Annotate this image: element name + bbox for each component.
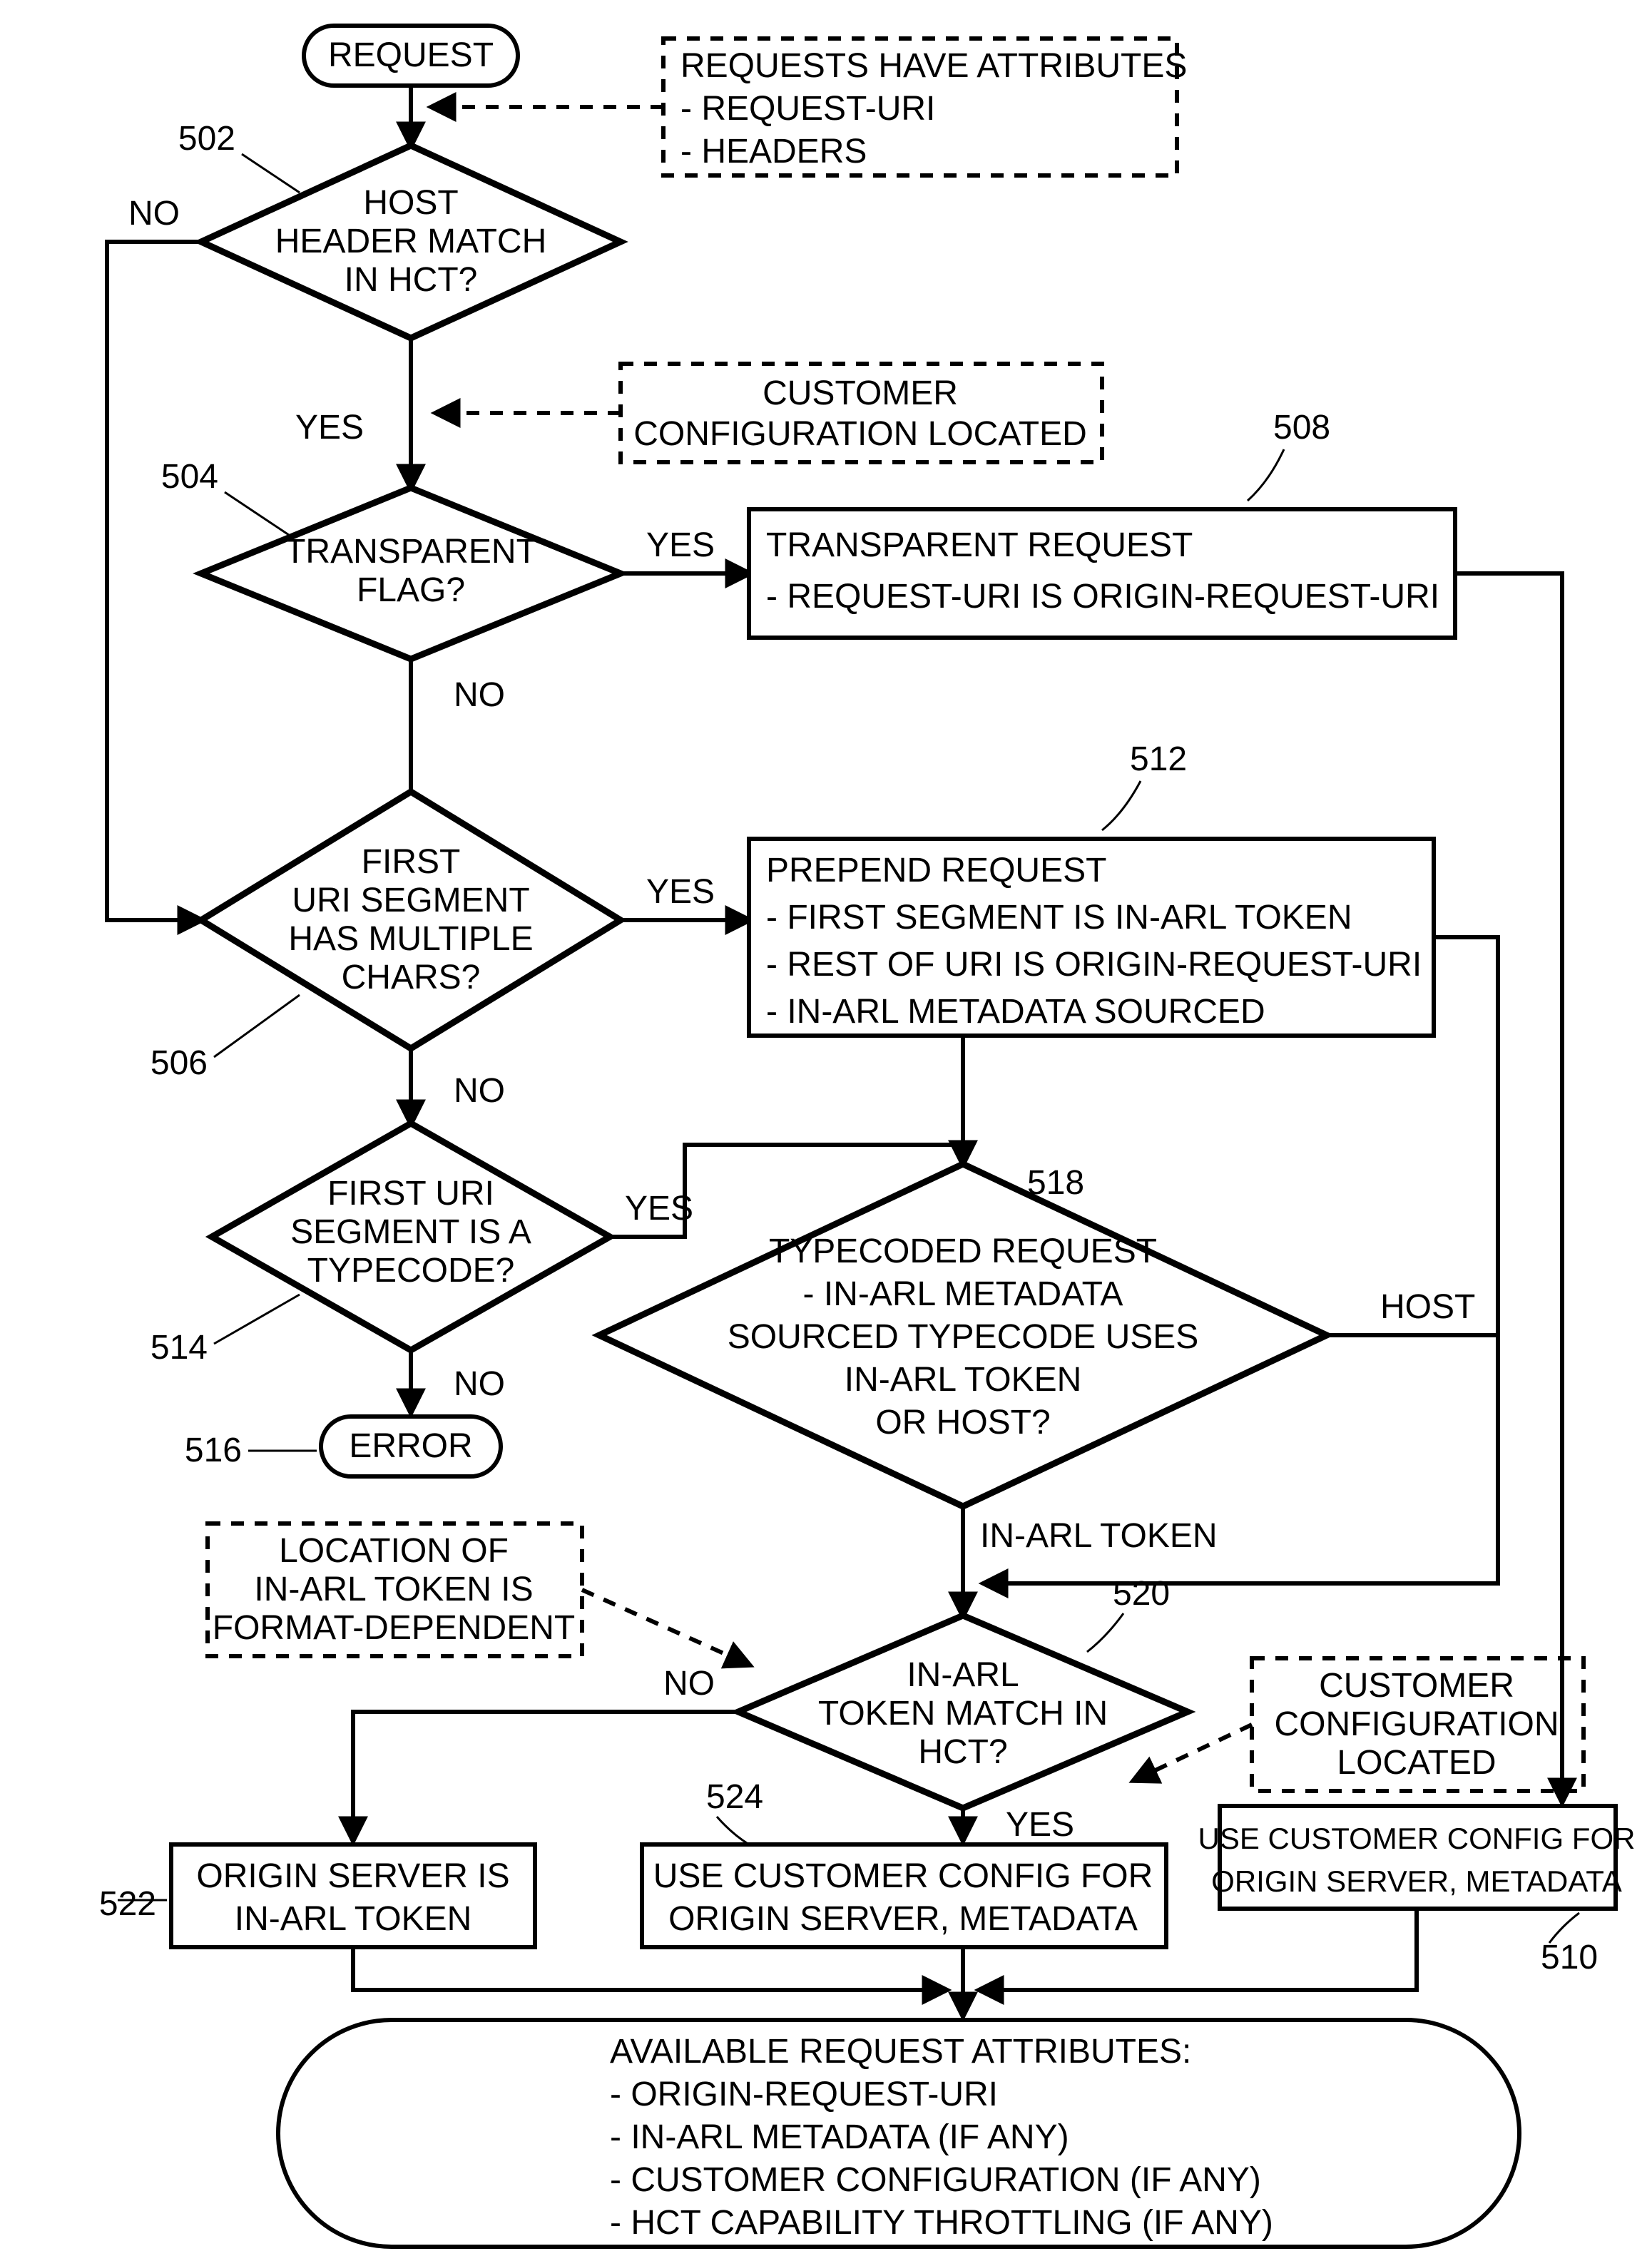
ref-524: 524: [706, 1778, 763, 1816]
final-l5: - HCT CAPABILITY THROTTLING (IF ANY): [610, 2204, 1273, 2242]
d502-l1: HOST: [363, 184, 458, 222]
b512-l2: - FIRST SEGMENT IS IN-ARL TOKEN: [766, 899, 1352, 936]
final-l2: - ORIGIN-REQUEST-URI: [610, 2076, 998, 2113]
edge-520-no-label: NO: [663, 1665, 715, 1703]
d506-l3: HAS MULTIPLE: [288, 920, 533, 958]
note4-l3: LOCATED: [1337, 1744, 1496, 1782]
terminal-request-label: REQUEST: [328, 36, 494, 74]
b524-l1: USE CUSTOMER CONFIG FOR: [653, 1857, 1153, 1895]
b524-l2: ORIGIN SERVER, METADATA: [668, 1900, 1138, 1938]
d502-l3: IN HCT?: [345, 261, 478, 299]
note4-l2: CONFIGURATION: [1274, 1705, 1559, 1743]
b510-l2: ORIGIN SERVER, METADATA: [1211, 1864, 1622, 1898]
edge-514-yes-label: YES: [625, 1190, 693, 1228]
edge-518-inarl-label: IN-ARL TOKEN: [980, 1517, 1218, 1555]
d506-l4: CHARS?: [342, 959, 481, 996]
d518-l3: SOURCED TYPECODE USES: [728, 1318, 1199, 1356]
edge-502-no-a: [107, 242, 201, 802]
ref-502: 502: [178, 120, 235, 158]
ref-514: 514: [151, 1329, 208, 1367]
ref-512: 512: [1130, 740, 1187, 778]
ref-504-line: [225, 492, 289, 535]
edge-514-no-label: NO: [454, 1365, 505, 1403]
note3-l3: FORMAT-DEPENDENT: [213, 1609, 575, 1647]
note1-l1: REQUESTS HAVE ATTRIBUTES: [680, 47, 1187, 85]
ref-520: 520: [1113, 1575, 1170, 1613]
note3-l2: IN-ARL TOKEN IS: [254, 1571, 533, 1608]
ref-522: 522: [99, 1885, 156, 1923]
final-l1: AVAILABLE REQUEST ATTRIBUTES:: [610, 2033, 1191, 2071]
note1-l2: - REQUEST-URI: [680, 90, 935, 128]
note3-l1: LOCATION OF: [279, 1532, 509, 1570]
d504-l2: FLAG?: [357, 571, 465, 609]
flowchart: REQUEST REQUESTS HAVE ATTRIBUTES - REQUE…: [0, 0, 1652, 2266]
d506-l2: URI SEGMENT: [292, 882, 529, 919]
edge-502-no-b: [107, 802, 201, 920]
edge-522-final: [353, 1947, 946, 1990]
ref-506-line: [214, 995, 300, 1057]
ref-506: 506: [151, 1044, 208, 1082]
d502-l2: HEADER MATCH: [275, 223, 546, 260]
edge-504-yes-label: YES: [646, 526, 715, 564]
edge-506-yes-label: YES: [646, 873, 715, 911]
b510-l1: USE CUSTOMER CONFIG FOR: [1198, 1822, 1636, 1855]
b522-l1: ORIGIN SERVER IS: [196, 1857, 509, 1895]
d518-l4: IN-ARL TOKEN: [845, 1361, 1082, 1399]
d520-l1: IN-ARL: [907, 1656, 1019, 1694]
ref-508-line: [1248, 449, 1284, 501]
d518-l1: TYPECODED REQUEST: [769, 1232, 1157, 1270]
d514-l1: FIRST URI: [327, 1175, 494, 1213]
edge-note3: [582, 1590, 749, 1665]
d506-l1: FIRST: [362, 843, 461, 881]
edge-512-down: [1434, 937, 1498, 1524]
edge-504-no-label: NO: [454, 676, 505, 714]
ref-516: 516: [185, 1431, 242, 1469]
ref-508: 508: [1273, 409, 1330, 446]
b512-l4: - IN-ARL METADATA SOURCED: [766, 993, 1265, 1031]
ref-510: 510: [1541, 1939, 1598, 1976]
d520-l2: TOKEN MATCH IN: [818, 1695, 1108, 1732]
edge-502-yes-label: YES: [295, 409, 364, 446]
b522-l2: IN-ARL TOKEN: [235, 1900, 472, 1938]
ref-502-line: [242, 154, 300, 193]
b508-l1: TRANSPARENT REQUEST: [766, 526, 1193, 564]
final-l4: - CUSTOMER CONFIGURATION (IF ANY): [610, 2161, 1261, 2199]
note2-l2: CONFIGURATION LOCATED: [633, 415, 1087, 453]
ref-514-line: [214, 1295, 300, 1344]
note4-l1: CUSTOMER: [1319, 1667, 1514, 1705]
d514-l2: SEGMENT IS A: [290, 1213, 531, 1251]
edge-note4: [1134, 1725, 1252, 1780]
terminal-error-label: ERROR: [349, 1427, 472, 1465]
note2-l1: CUSTOMER: [763, 374, 958, 412]
edge-518-host-label: HOST: [1380, 1288, 1475, 1326]
d518-l2: - IN-ARL METADATA: [803, 1275, 1123, 1313]
final-l3: - IN-ARL METADATA (IF ANY): [610, 2118, 1069, 2156]
edge-502-no-label: NO: [128, 195, 180, 233]
ref-504: 504: [161, 458, 218, 496]
edge-520-no: [353, 1712, 738, 1840]
edge-506-no-label: NO: [454, 1072, 505, 1110]
edge-508-down: [1455, 573, 1562, 1802]
d518-l5: OR HOST?: [875, 1404, 1050, 1441]
d504-l1: TRANSPARENT: [285, 533, 537, 571]
d520-l3: HCT?: [918, 1733, 1007, 1771]
d514-l3: TYPECODE?: [307, 1252, 515, 1290]
ref-524-line: [717, 1817, 749, 1844]
ref-520-line: [1087, 1613, 1123, 1652]
edge-518-host: [1327, 1335, 1498, 1524]
b512-l3: - REST OF URI IS ORIGIN-REQUEST-URI: [766, 946, 1422, 984]
b512-l1: PREPEND REQUEST: [766, 852, 1106, 889]
b508-l2: - REQUEST-URI IS ORIGIN-REQUEST-URI: [766, 578, 1439, 616]
note1-l3: - HEADERS: [680, 133, 867, 170]
edge-520-yes-label: YES: [1006, 1806, 1074, 1844]
ref-512-line: [1102, 781, 1141, 830]
